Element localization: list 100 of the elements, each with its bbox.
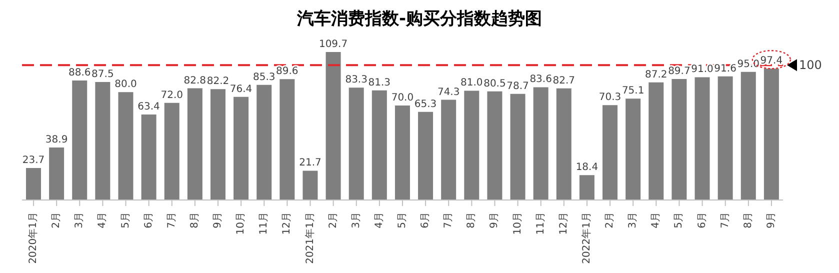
- x-tick-label: 6月: [420, 212, 432, 228]
- x-tick-label: 2月: [51, 212, 62, 228]
- data-label: 87.2: [645, 69, 668, 80]
- data-label: 80.5: [484, 78, 506, 90]
- data-label: 81.3: [368, 77, 391, 88]
- x-tick-label: 3月: [628, 212, 639, 228]
- x-tick-label: 8月: [742, 212, 754, 228]
- ref-line-label: 100: [799, 58, 822, 72]
- x-tick-label: 8月: [466, 212, 478, 228]
- data-label: 83.6: [530, 74, 552, 86]
- x-tick-label: 11月: [535, 212, 546, 235]
- bar: [556, 88, 572, 200]
- data-label: 75.1: [622, 86, 644, 97]
- bar: [326, 52, 341, 200]
- bar: [256, 84, 272, 200]
- x-tick-label: 9月: [766, 212, 777, 228]
- x-tick-label: 2021年1月: [304, 212, 316, 264]
- bar: [602, 105, 618, 200]
- bar: [579, 175, 594, 200]
- x-tick-label: 5月: [120, 212, 132, 228]
- x-tick-label: 7月: [720, 212, 731, 228]
- x-tick-label: 6月: [696, 212, 708, 228]
- x-tick-label: 5月: [397, 212, 408, 228]
- data-label: 82.8: [184, 75, 206, 86]
- x-tick-label: 9月: [212, 212, 224, 228]
- data-label: 97.4: [760, 56, 783, 67]
- x-tick-label: 4月: [97, 212, 108, 228]
- data-label: 70.3: [598, 92, 622, 104]
- x-tick-label: 8月: [189, 212, 200, 228]
- x-tick-label: 7月: [166, 212, 178, 228]
- x-tick-label: 2020年1月: [27, 212, 40, 264]
- data-label: 89.6: [276, 66, 298, 78]
- bar: [302, 170, 318, 200]
- data-label: 21.7: [299, 158, 322, 169]
- bar: [672, 78, 687, 200]
- data-label: 74.3: [437, 86, 460, 98]
- x-tick-label: 11月: [258, 212, 270, 235]
- bar: [694, 77, 710, 200]
- data-label: 38.9: [45, 134, 68, 146]
- bar: [372, 90, 387, 200]
- bar: [394, 106, 410, 200]
- data-label: 89.7: [668, 66, 690, 77]
- bar: [280, 79, 295, 200]
- data-label: 82.2: [206, 76, 230, 88]
- bar: [234, 96, 249, 200]
- bar: [72, 80, 88, 200]
- bar: [118, 92, 134, 200]
- x-tick-label: 2月: [604, 212, 616, 228]
- bar: [648, 82, 664, 200]
- x-tick-label: 10月: [236, 212, 247, 235]
- data-label: 78.7: [506, 80, 529, 92]
- data-label: 82.7: [552, 75, 576, 86]
- data-label: 63.4: [138, 101, 160, 112]
- x-tick-label: 3月: [350, 212, 362, 228]
- bar: [626, 98, 641, 200]
- bar: [510, 94, 526, 200]
- x-tick-label: 3月: [74, 212, 86, 228]
- bar: [26, 168, 41, 200]
- data-label: 88.6: [68, 67, 91, 78]
- x-tick-label: 2022年1月: [580, 212, 592, 264]
- data-label: 65.3: [414, 98, 437, 110]
- data-label: 91.0: [691, 64, 714, 76]
- bar: [718, 76, 733, 200]
- bar: [141, 114, 156, 200]
- data-label: 18.4: [576, 162, 598, 174]
- x-tick-label: 12月: [558, 212, 570, 235]
- bar: [487, 91, 502, 200]
- bar: [533, 87, 548, 200]
- data-label: 76.4: [230, 84, 252, 95]
- data-label: 87.5: [92, 68, 114, 80]
- x-tick-label: 9月: [489, 212, 500, 228]
- data-label: 23.7: [22, 155, 45, 166]
- data-label: 83.3: [345, 74, 368, 86]
- bar: [764, 68, 779, 200]
- x-tick-label: 12月: [282, 212, 293, 235]
- data-label: 70.0: [391, 92, 414, 104]
- data-label: 81.0: [460, 78, 483, 89]
- bar: [49, 148, 64, 200]
- x-tick-label: 10月: [512, 212, 524, 235]
- bar: [441, 100, 456, 200]
- bar: [95, 82, 110, 200]
- x-tick-label: 5月: [674, 212, 685, 228]
- bar: [464, 90, 480, 200]
- data-label: 85.3: [252, 72, 276, 83]
- bar: [348, 88, 364, 200]
- data-label: 80.0: [114, 79, 137, 90]
- x-tick-label: 6月: [143, 212, 154, 228]
- data-label: 91.6: [714, 63, 736, 74]
- bar: [187, 88, 202, 200]
- x-tick-label: 7月: [443, 212, 454, 228]
- data-label: 72.0: [160, 90, 183, 101]
- x-tick-label: 2月: [328, 212, 339, 228]
- bar: [164, 102, 180, 200]
- x-tick-label: 4月: [374, 212, 385, 228]
- data-label: 109.7: [318, 39, 348, 50]
- chart-title: 汽车消费指数-购买分指数趋势图: [296, 8, 544, 30]
- bar: [210, 89, 226, 200]
- bar: [418, 112, 434, 200]
- bar: [740, 72, 756, 200]
- x-tick-label: 4月: [650, 212, 662, 228]
